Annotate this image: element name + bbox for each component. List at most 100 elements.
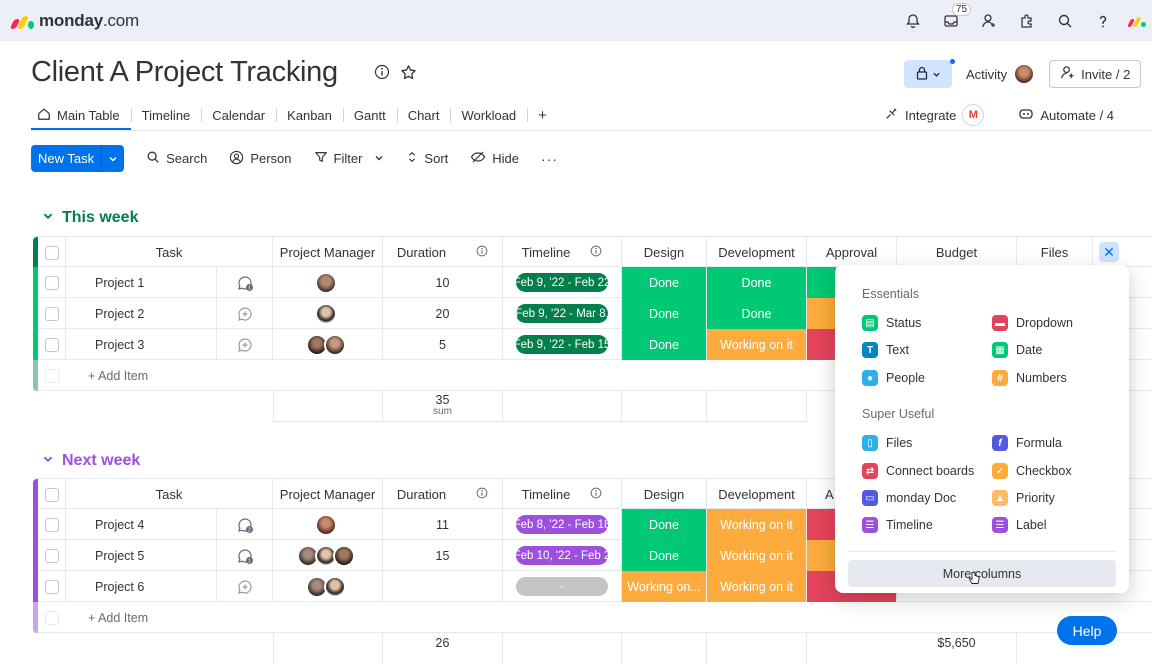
info-icon[interactable] [590,487,602,502]
column-header-design[interactable]: Design [622,237,707,268]
table-row[interactable]: Project 6 - Working on... Working on it [33,571,1152,602]
invite-button[interactable]: Invite / 2 [1049,60,1142,88]
column-header-budget[interactable]: Budget [897,237,1017,268]
column-header-timeline[interactable]: Timeline [503,237,622,268]
conversation-icon[interactable]: 1 [217,267,273,298]
timeline-cell[interactable]: Feb 9, '22 - Mar 8, [503,298,622,329]
row-checkbox[interactable] [38,540,66,571]
inbox-icon[interactable]: 75 [932,0,972,41]
column-option-text[interactable]: T Text [862,342,909,358]
row-checkbox[interactable] [38,298,66,329]
column-header-task[interactable]: Task [66,479,273,510]
development-status[interactable]: Done [707,267,807,298]
column-option-people[interactable]: ● People [862,370,925,386]
project-manager-cell[interactable] [273,540,383,571]
add-update-icon[interactable] [217,329,273,360]
timeline-cell[interactable]: Feb 9, '22 - Feb 15 [503,329,622,360]
table-row[interactable]: Project 4 2 11 Feb 8, '22 - Feb 18 Done … [33,509,1152,540]
column-option-dropdown[interactable]: ▬ Dropdown [992,315,1073,331]
duration-cell[interactable]: 10 [383,267,503,298]
hide-button[interactable]: Hide [470,150,519,167]
add-item-input[interactable]: + Add Item [88,368,149,383]
column-option-status[interactable]: ▤ Status [862,315,921,331]
column-header-approval[interactable]: A [807,479,837,510]
apps-puzzle-icon[interactable] [1008,0,1046,41]
table-row[interactable]: Project 1 1 10 Feb 9, '22 - Feb 22 Done … [33,267,1152,298]
chevron-down-icon[interactable] [42,452,54,470]
chevron-down-icon[interactable] [42,209,54,227]
approval-status[interactable] [807,298,837,329]
approval-status[interactable] [807,540,837,571]
column-header-development[interactable]: Development [707,237,807,268]
column-header-pm[interactable]: Project Manager [273,237,383,268]
development-status[interactable]: Working on it [707,571,807,602]
more-columns-button[interactable]: More columns [848,560,1116,587]
tab-calendar[interactable]: Calendar [201,100,276,130]
column-option-formula[interactable]: f Formula [992,435,1062,451]
design-status[interactable]: Done [622,329,707,360]
board-privacy-button[interactable] [904,59,955,88]
invite-members-icon[interactable] [970,0,1008,41]
account-logo-icon[interactable] [1122,0,1152,41]
new-task-button[interactable]: New Task [31,145,125,172]
task-name[interactable]: Project 1 [66,267,217,298]
design-status[interactable]: Done [622,267,707,298]
add-update-icon[interactable] [217,571,273,602]
column-header-development[interactable]: Development [707,479,807,510]
column-header-duration[interactable]: Duration [383,237,503,268]
development-status[interactable]: Working on it [707,329,807,360]
column-option-timeline[interactable]: ☰ Timeline [862,517,933,533]
person-filter-button[interactable]: Person [229,150,292,168]
task-name[interactable]: Project 3 [66,329,217,360]
row-checkbox[interactable] [38,509,66,540]
help-question-icon[interactable] [1084,0,1122,41]
approval-status[interactable] [807,267,837,298]
design-status[interactable]: Done [622,509,707,540]
tab-gantt[interactable]: Gantt [342,100,397,130]
development-status[interactable]: Working on it [707,540,807,571]
info-icon[interactable] [476,245,488,260]
column-header-timeline[interactable]: Timeline [503,479,622,510]
column-header-design[interactable]: Design [622,479,707,510]
row-checkbox[interactable] [38,329,66,360]
column-option-numbers[interactable]: # Numbers [992,370,1067,386]
star-icon[interactable] [400,64,417,84]
column-option-priority[interactable]: ▲ Priority [992,490,1055,506]
timeline-cell[interactable]: - [503,571,622,602]
search-button[interactable]: Search [146,150,207,167]
project-manager-cell[interactable] [273,298,383,329]
close-icon[interactable]: ✕ [1099,242,1119,262]
timeline-cell[interactable]: Feb 10, '22 - Feb 2 [503,540,622,571]
filter-button[interactable]: Filter [314,150,385,167]
task-name[interactable]: Project 6 [66,571,217,602]
column-option-checkbox[interactable]: ✓ Checkbox [992,463,1072,479]
monday-logo[interactable]: monday.com [9,11,139,31]
duration-cell[interactable]: 20 [383,298,503,329]
group-title-next-week[interactable]: Next week [42,452,140,470]
column-header-files[interactable]: Files [1017,237,1093,268]
group-title-this-week[interactable]: This week [42,209,138,227]
task-name[interactable]: Project 5 [66,540,217,571]
duration-cell[interactable]: 11 [383,509,503,540]
chevron-down-icon[interactable] [374,151,384,166]
column-header-approval[interactable]: Approval [807,237,897,268]
add-view-button[interactable]: + [527,100,558,130]
project-manager-cell[interactable] [273,267,383,298]
integrate-button[interactable]: Integrate M [884,104,985,126]
conversation-icon[interactable]: 2 [217,509,273,540]
project-manager-cell[interactable] [273,329,383,360]
sort-button[interactable]: Sort [406,150,448,167]
column-option-label[interactable]: ☰ Label [992,517,1047,533]
board-title[interactable]: Client A Project Tracking [31,56,338,88]
add-update-icon[interactable] [217,298,273,329]
info-icon[interactable] [590,245,602,260]
approval-status[interactable] [807,509,837,540]
select-all-checkbox[interactable] [38,479,66,510]
row-checkbox[interactable] [38,571,66,602]
info-icon[interactable] [476,487,488,502]
row-checkbox[interactable] [38,267,66,298]
conversation-icon[interactable]: 1 [217,540,273,571]
column-header-task[interactable]: Task [66,237,273,268]
tab-timeline[interactable]: Timeline [130,100,202,130]
more-options-button[interactable]: ··· [541,151,558,167]
